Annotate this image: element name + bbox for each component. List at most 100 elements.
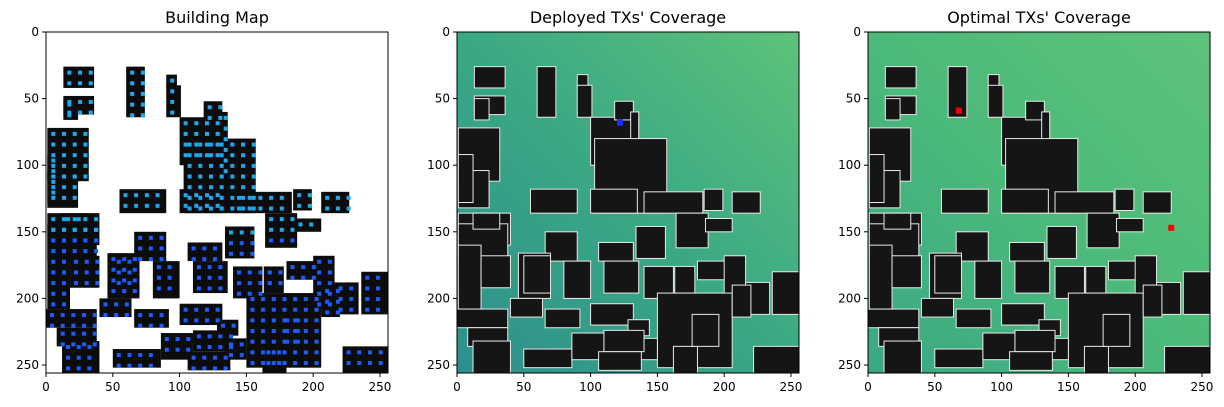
- building: [99, 298, 132, 318]
- candidate-marker: [50, 313, 55, 318]
- candidate-marker: [295, 339, 300, 344]
- candidate-marker: [338, 286, 343, 291]
- building: [598, 351, 642, 371]
- candidate-marker: [367, 350, 372, 355]
- building: [1001, 188, 1049, 214]
- candidate-marker: [134, 203, 139, 208]
- building: [656, 292, 733, 369]
- candidate-marker: [187, 153, 192, 158]
- building: [884, 98, 901, 121]
- candidate-marker: [191, 246, 196, 251]
- candidate-marker: [127, 270, 132, 275]
- candidate-marker: [140, 91, 145, 96]
- candidate-marker: [309, 222, 314, 227]
- building: [1114, 188, 1135, 211]
- candidate-marker: [219, 174, 224, 179]
- candidate-marker: [297, 203, 302, 208]
- candidate-marker: [282, 329, 287, 334]
- building: [457, 154, 474, 203]
- candidate-marker: [250, 339, 255, 344]
- candidate-marker: [279, 206, 284, 211]
- candidate-marker: [198, 153, 203, 158]
- candidate-marker: [148, 353, 153, 358]
- candidate-marker: [250, 350, 255, 355]
- candidate-marker: [301, 275, 306, 280]
- candidate-marker: [293, 339, 298, 344]
- building: [1164, 345, 1210, 373]
- candidate-marker: [62, 291, 67, 296]
- building: [179, 189, 227, 214]
- y-tick-label: 0: [31, 25, 39, 39]
- candidate-marker: [155, 203, 160, 208]
- candidate-marker: [314, 297, 319, 302]
- candidate-marker: [251, 163, 256, 168]
- candidate-marker: [258, 291, 263, 296]
- building: [1025, 100, 1045, 121]
- candidate-marker: [266, 350, 271, 355]
- candidate-marker: [202, 366, 207, 371]
- building: [563, 260, 592, 299]
- candidate-marker: [365, 297, 370, 302]
- candidate-marker: [51, 249, 56, 254]
- candidate-marker: [62, 153, 67, 158]
- candidate-marker: [138, 313, 143, 318]
- candidate-marker: [338, 307, 343, 312]
- candidate-marker: [67, 99, 72, 104]
- candidate-marker: [67, 113, 72, 118]
- candidate-marker: [204, 318, 209, 323]
- candidate-marker: [122, 257, 127, 262]
- candidate-marker: [250, 329, 255, 334]
- x-tick-label: 0: [453, 380, 461, 394]
- candidate-marker: [271, 350, 276, 355]
- candidate-marker: [285, 339, 290, 344]
- building: [47, 245, 71, 310]
- x-tick-label: 250: [780, 380, 803, 394]
- candidate-marker: [183, 153, 188, 158]
- x-tick-label: 200: [713, 380, 736, 394]
- candidate-marker: [241, 163, 246, 168]
- candidate-marker: [123, 193, 128, 198]
- candidate-marker: [72, 185, 77, 190]
- candidate-marker: [314, 318, 319, 323]
- candidate-marker: [84, 270, 89, 275]
- candidate-marker: [285, 329, 290, 334]
- candidate-marker: [250, 241, 255, 246]
- candidate-marker: [261, 297, 266, 302]
- y-tick-label: 150: [427, 225, 450, 239]
- candidate-marker: [122, 278, 127, 283]
- candidate-marker: [303, 361, 308, 366]
- candidate-marker: [83, 238, 88, 243]
- candidate-marker: [218, 105, 223, 110]
- candidate-marker: [187, 206, 192, 211]
- candidate-marker: [194, 307, 199, 312]
- candidate-marker: [140, 70, 145, 75]
- candidate-marker: [144, 193, 149, 198]
- candidate-marker: [204, 307, 209, 312]
- candidate-marker: [72, 131, 77, 136]
- candidate-marker: [138, 246, 143, 251]
- candidate-marker: [196, 345, 201, 350]
- candidate-marker: [148, 323, 153, 328]
- candidate-marker: [82, 323, 87, 328]
- candidate-marker: [279, 238, 284, 243]
- candidate-marker: [164, 347, 169, 352]
- candidate-marker: [261, 339, 266, 344]
- candidate-marker: [156, 265, 161, 270]
- candidate-marker: [212, 246, 217, 251]
- candidate-marker: [116, 353, 121, 358]
- candidate-marker: [194, 318, 199, 323]
- building: [614, 100, 634, 121]
- building: [672, 345, 698, 373]
- candidate-marker: [251, 185, 256, 190]
- candidate-marker: [72, 227, 77, 232]
- candidate-marker: [231, 323, 236, 328]
- candidate-marker: [148, 257, 153, 262]
- candidate-marker: [285, 318, 290, 323]
- candidate-marker: [250, 251, 255, 256]
- candidate-marker: [239, 241, 244, 246]
- candidate-marker: [130, 70, 135, 75]
- candidate-marker: [230, 206, 235, 211]
- candidate-marker: [92, 331, 97, 336]
- candidate-marker: [204, 142, 209, 147]
